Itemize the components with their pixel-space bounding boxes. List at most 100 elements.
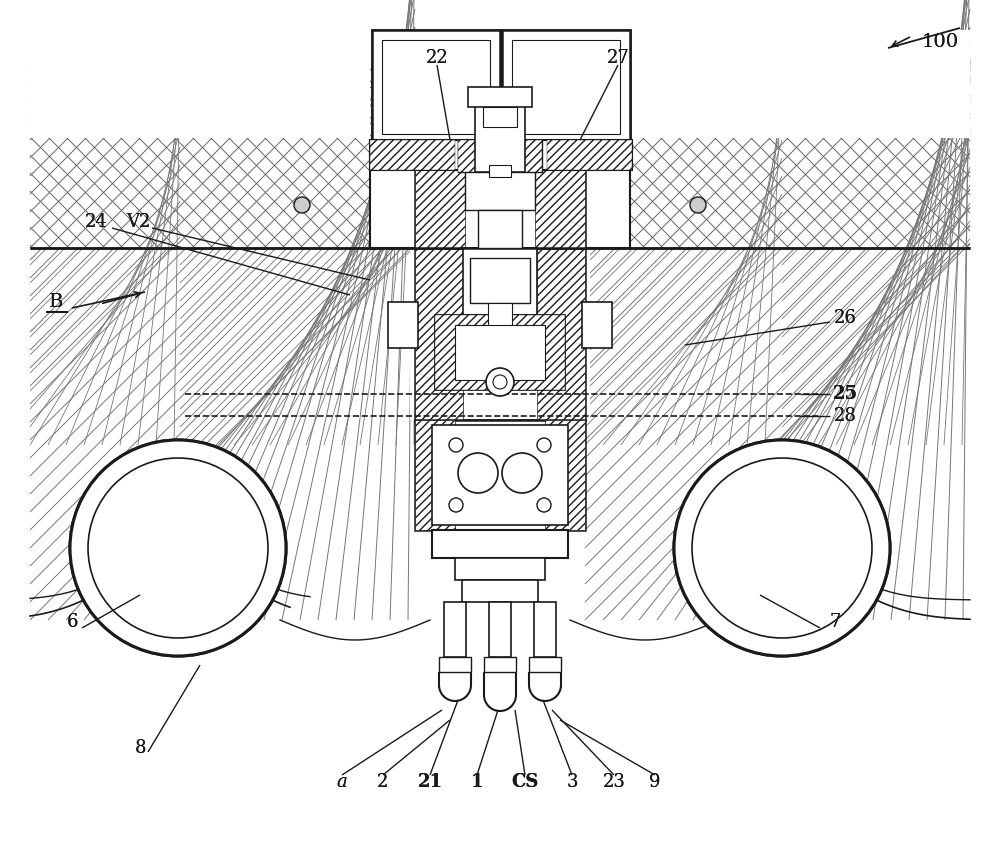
Text: 23: 23 <box>603 773 625 791</box>
Bar <box>483 107 517 127</box>
Text: 24: 24 <box>85 213 107 231</box>
Bar <box>463 248 537 315</box>
Bar <box>478 210 522 248</box>
Bar <box>488 303 512 328</box>
Text: 26: 26 <box>834 309 856 327</box>
Bar <box>372 30 500 142</box>
Bar <box>30 30 370 138</box>
Text: B: B <box>49 293 63 311</box>
Text: 7: 7 <box>829 613 841 631</box>
Bar <box>415 248 585 420</box>
Text: 2: 2 <box>377 773 389 791</box>
Bar <box>512 40 620 134</box>
Text: 24: 24 <box>85 213 107 231</box>
Bar <box>370 140 455 170</box>
Circle shape <box>690 197 706 213</box>
Bar <box>475 95 525 172</box>
Circle shape <box>486 368 514 396</box>
Text: 26: 26 <box>834 309 856 327</box>
Text: 9: 9 <box>649 773 661 791</box>
Circle shape <box>70 440 286 656</box>
Circle shape <box>692 458 872 638</box>
Circle shape <box>674 440 890 656</box>
Text: B: B <box>49 293 63 311</box>
Bar <box>455 140 545 170</box>
Bar <box>468 87 532 107</box>
Text: a: a <box>337 773 347 791</box>
Bar <box>382 40 490 134</box>
Circle shape <box>458 453 498 493</box>
Circle shape <box>73 443 283 653</box>
Bar <box>410 248 590 420</box>
Text: 6: 6 <box>66 613 78 631</box>
Bar <box>372 30 500 142</box>
Text: 100: 100 <box>921 33 959 51</box>
Circle shape <box>449 498 463 512</box>
Bar <box>529 657 561 672</box>
Text: 27: 27 <box>607 49 629 67</box>
Circle shape <box>90 460 266 636</box>
Bar <box>388 302 418 348</box>
Bar <box>582 302 612 348</box>
Bar <box>484 657 516 672</box>
Bar <box>465 170 535 210</box>
Bar <box>510 38 622 134</box>
Text: 25: 25 <box>832 385 858 403</box>
Bar <box>520 140 542 172</box>
Bar <box>370 140 630 248</box>
Text: 25: 25 <box>832 385 858 403</box>
Text: 23: 23 <box>603 773 625 791</box>
Circle shape <box>88 458 268 638</box>
Circle shape <box>537 498 551 512</box>
Text: 21: 21 <box>418 773 442 791</box>
Text: 1: 1 <box>471 773 483 791</box>
Bar <box>415 248 463 420</box>
Bar <box>470 258 530 303</box>
Text: V2: V2 <box>126 213 150 231</box>
Bar <box>415 420 455 530</box>
Text: 2: 2 <box>377 773 389 791</box>
Bar <box>435 315 565 390</box>
Text: a: a <box>337 773 347 791</box>
Bar <box>537 248 585 420</box>
Circle shape <box>694 460 870 636</box>
Text: 22: 22 <box>426 49 448 67</box>
Bar <box>458 140 542 172</box>
Bar <box>30 65 970 248</box>
Circle shape <box>674 440 890 656</box>
Bar <box>535 170 585 248</box>
Text: 3: 3 <box>566 773 578 791</box>
Bar <box>415 170 585 248</box>
Bar <box>534 602 556 657</box>
Circle shape <box>88 458 268 638</box>
Circle shape <box>493 375 507 389</box>
Text: 1: 1 <box>471 773 483 791</box>
Text: CS: CS <box>511 773 539 791</box>
Circle shape <box>294 197 310 213</box>
Text: 28: 28 <box>834 407 856 425</box>
Bar <box>415 170 465 248</box>
Bar <box>455 325 545 380</box>
Circle shape <box>537 438 551 452</box>
Bar <box>489 165 511 177</box>
Text: CS: CS <box>511 773 539 791</box>
Bar <box>630 30 970 138</box>
Text: 8: 8 <box>134 739 146 757</box>
Text: 21: 21 <box>418 773 442 791</box>
Text: V2: V2 <box>126 213 150 231</box>
Text: 27: 27 <box>607 49 629 67</box>
Bar <box>432 425 568 525</box>
Bar <box>439 657 471 672</box>
Text: 22: 22 <box>426 49 448 67</box>
Text: 3: 3 <box>566 773 578 791</box>
Bar <box>458 140 478 172</box>
Bar <box>455 558 545 580</box>
Circle shape <box>502 453 542 493</box>
Bar <box>462 580 538 602</box>
Bar <box>415 420 585 530</box>
Bar <box>545 420 585 530</box>
Text: 9: 9 <box>649 773 661 791</box>
Text: 7: 7 <box>829 613 841 631</box>
Bar <box>502 30 630 142</box>
Bar <box>435 315 565 390</box>
